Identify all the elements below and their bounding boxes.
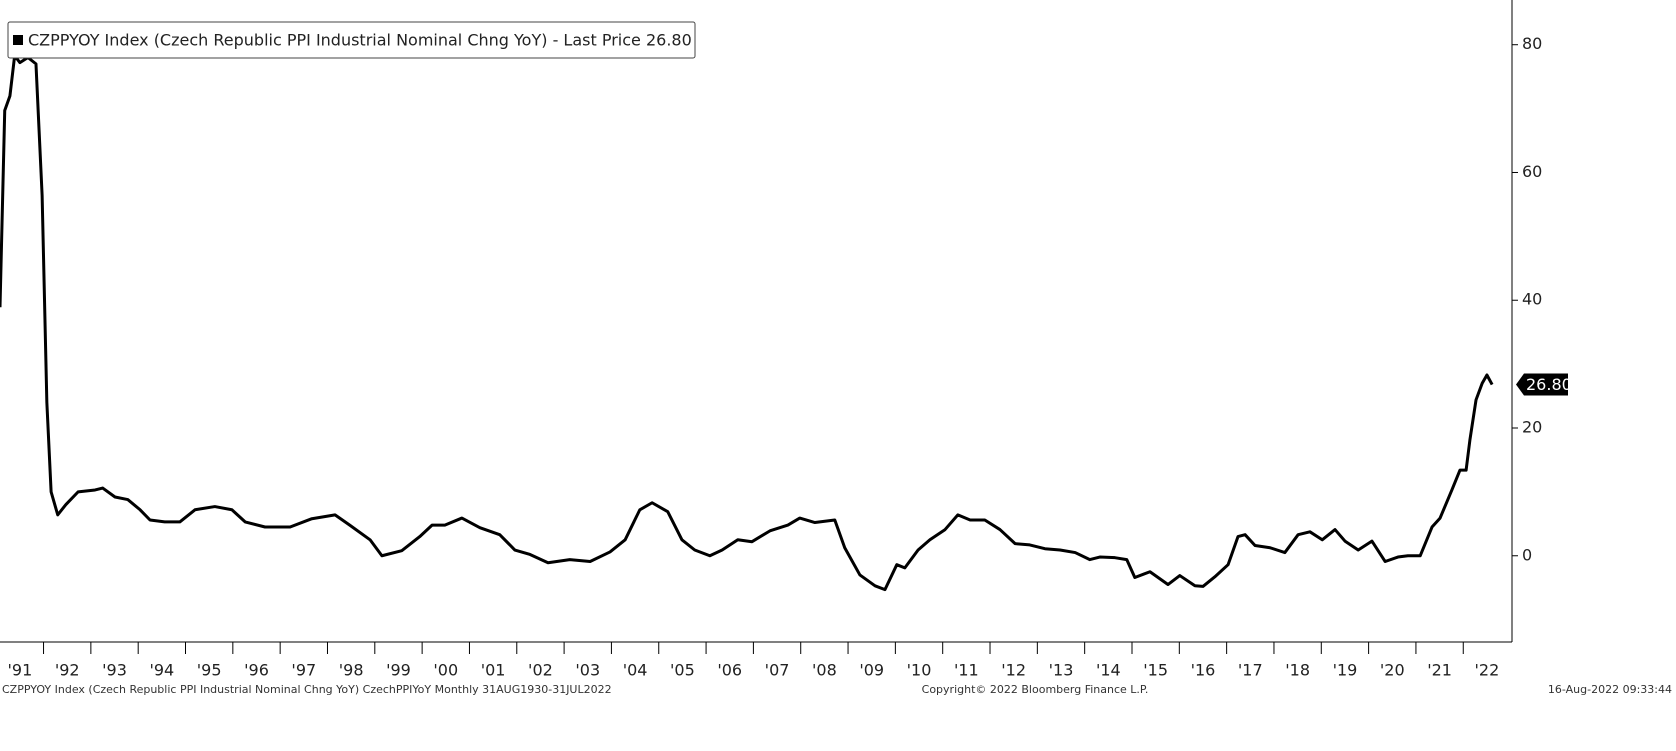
x-tick-label: '22 — [1475, 661, 1500, 680]
series — [0, 54, 1494, 592]
x-tick-label: '17 — [1238, 661, 1263, 680]
legend-swatch — [13, 35, 23, 45]
footer-left: CZPPYOY Index (Czech Republic PPI Indust… — [2, 683, 612, 696]
x-tick-label: '18 — [1285, 661, 1310, 680]
x-tick-label: '14 — [1096, 661, 1121, 680]
y-tick-label: 40 — [1522, 290, 1542, 309]
y-tick-label: 60 — [1522, 162, 1542, 181]
x-tick-label: '02 — [528, 661, 553, 680]
x-tick-label: '13 — [1049, 661, 1074, 680]
footer-center: Copyright© 2022 Bloomberg Finance L.P. — [922, 683, 1149, 696]
x-tick-label: '10 — [907, 661, 932, 680]
x-tick-label: '12 — [1001, 661, 1026, 680]
legend-label: CZPPYOY Index (Czech Republic PPI Indust… — [28, 31, 692, 50]
x-tick-label: '92 — [55, 661, 80, 680]
x-tick-label: '94 — [149, 661, 174, 680]
x-tick-label: '07 — [765, 661, 790, 680]
x-tick-label: '98 — [339, 661, 364, 680]
x-tick-label: '93 — [102, 661, 127, 680]
x-tick-label: '08 — [812, 661, 837, 680]
x-tick-label: '95 — [197, 661, 222, 680]
x-tick-label: '04 — [623, 661, 648, 680]
x-tick-label: '91 — [7, 661, 32, 680]
legend: CZPPYOY Index (Czech Republic PPI Indust… — [7, 21, 696, 59]
y-tick-label: 0 — [1522, 545, 1532, 564]
y-tick-label: 80 — [1522, 34, 1542, 53]
legend-box — [7, 21, 696, 59]
y-tick-label: 20 — [1522, 418, 1542, 437]
x-tick-label: '09 — [859, 661, 884, 680]
x-tick-label: '96 — [244, 661, 269, 680]
x-tick-label: '01 — [481, 661, 506, 680]
x-tick-label: '20 — [1380, 661, 1405, 680]
x-tick-label: '16 — [1191, 661, 1216, 680]
x-tick-label: '03 — [575, 661, 600, 680]
x-tick-label: '00 — [433, 661, 458, 680]
x-tick-label: '11 — [954, 661, 979, 680]
x-tick-label: '05 — [670, 661, 695, 680]
x-tick-label: '15 — [1143, 661, 1168, 680]
last-value-label: 26.80 — [1526, 375, 1572, 394]
x-tick-label: '21 — [1427, 661, 1452, 680]
line — [0, 54, 1494, 592]
last-value-tag — [1516, 373, 1568, 396]
x-tick-label: '99 — [386, 661, 411, 680]
x-tick-label: '06 — [717, 661, 742, 680]
footer-right: 16-Aug-2022 09:33:44 — [1548, 683, 1672, 696]
x-tick-label: '97 — [291, 661, 316, 680]
x-tick-label: '19 — [1333, 661, 1358, 680]
